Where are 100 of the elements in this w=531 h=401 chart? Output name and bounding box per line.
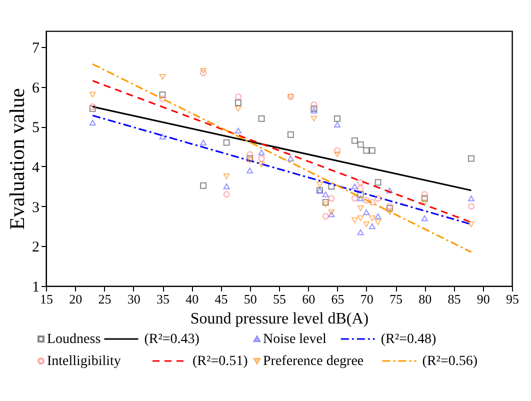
point <box>374 219 382 226</box>
point <box>351 184 358 190</box>
x-tick-label: 35 <box>156 292 170 306</box>
point <box>357 185 364 192</box>
point <box>246 151 254 158</box>
y-tick-label: 3 <box>32 200 40 216</box>
point <box>287 131 294 138</box>
point <box>234 106 242 112</box>
point <box>89 120 96 126</box>
legend-label: Intelligibility <box>47 354 121 369</box>
legend-label: Preference degree <box>263 354 364 369</box>
point <box>200 140 207 146</box>
point <box>159 134 166 140</box>
y-tick-label: 6 <box>32 80 40 96</box>
point <box>310 108 318 114</box>
point <box>421 195 428 202</box>
point <box>374 213 382 220</box>
point <box>316 182 324 188</box>
point <box>310 116 318 122</box>
x-tick-label: 40 <box>186 292 199 306</box>
point <box>322 213 329 220</box>
x-tick-label: 80 <box>418 292 432 306</box>
point <box>223 184 230 190</box>
point <box>421 191 428 198</box>
point <box>363 147 370 154</box>
point <box>287 156 294 162</box>
x-tick-label: 60 <box>302 292 316 306</box>
x-tick-label: 95 <box>506 292 519 306</box>
point <box>334 147 340 154</box>
x-axis-title: Sound pressure level dB(A) <box>190 310 369 328</box>
point <box>334 122 340 128</box>
point <box>357 229 364 236</box>
point <box>351 137 358 144</box>
point <box>223 191 230 198</box>
y-tick-label: 7 <box>32 40 40 56</box>
point <box>200 68 207 74</box>
point <box>351 217 358 224</box>
point <box>159 74 166 80</box>
x-tick-label: 50 <box>244 292 257 306</box>
point <box>368 215 376 222</box>
point <box>468 203 474 210</box>
y-axis-title: Evaluation value <box>5 88 29 230</box>
point <box>468 221 474 228</box>
y-tick-label: 2 <box>32 240 40 256</box>
x-tick-label: 45 <box>214 292 228 306</box>
point <box>258 115 265 122</box>
point <box>357 141 364 148</box>
y-tick-label: 5 <box>32 120 40 136</box>
point <box>468 195 474 202</box>
point <box>363 197 370 204</box>
point <box>386 188 393 194</box>
x-tick-label: 85 <box>448 292 461 306</box>
point <box>234 94 242 100</box>
point <box>368 147 376 154</box>
point <box>421 215 428 222</box>
legend-label: (R²=0.43) <box>144 332 200 347</box>
point <box>368 223 376 230</box>
point <box>258 162 265 168</box>
point <box>258 150 265 156</box>
point <box>200 182 207 189</box>
point <box>159 92 166 98</box>
point <box>386 209 393 216</box>
point <box>223 174 230 180</box>
y-tick-label: 4 <box>32 160 40 176</box>
point <box>363 209 370 216</box>
legend-label: Noise level <box>263 332 326 347</box>
x-tick-label: 65 <box>331 292 344 306</box>
point <box>468 155 474 162</box>
point <box>421 199 428 206</box>
legend-label: (R²=0.56) <box>422 354 478 369</box>
legend-label: (R²=0.51) <box>192 354 248 369</box>
point <box>223 139 230 146</box>
y-tick-label: 1 <box>32 280 40 296</box>
x-tick-label: 55 <box>273 292 286 306</box>
point <box>357 191 364 198</box>
x-tick-label: 70 <box>360 292 374 306</box>
point <box>246 168 254 174</box>
x-tick-label: 75 <box>390 292 402 306</box>
x-tick-label: 15 <box>40 292 53 306</box>
point <box>357 215 364 222</box>
x-tick-label: 25 <box>98 292 112 306</box>
point <box>159 96 166 102</box>
x-tick-label: 20 <box>69 292 82 306</box>
point <box>328 195 335 202</box>
point <box>363 221 370 228</box>
point <box>374 179 382 186</box>
point <box>89 92 96 98</box>
point <box>334 152 340 158</box>
point <box>258 155 265 162</box>
point <box>322 191 329 198</box>
point <box>334 115 340 122</box>
point <box>328 183 335 190</box>
point <box>374 195 382 202</box>
point <box>368 199 376 206</box>
point <box>357 179 364 186</box>
point <box>357 195 364 202</box>
legend-label: (R²=0.48) <box>380 332 436 347</box>
point <box>351 195 358 202</box>
point <box>357 205 364 212</box>
point <box>246 155 254 162</box>
